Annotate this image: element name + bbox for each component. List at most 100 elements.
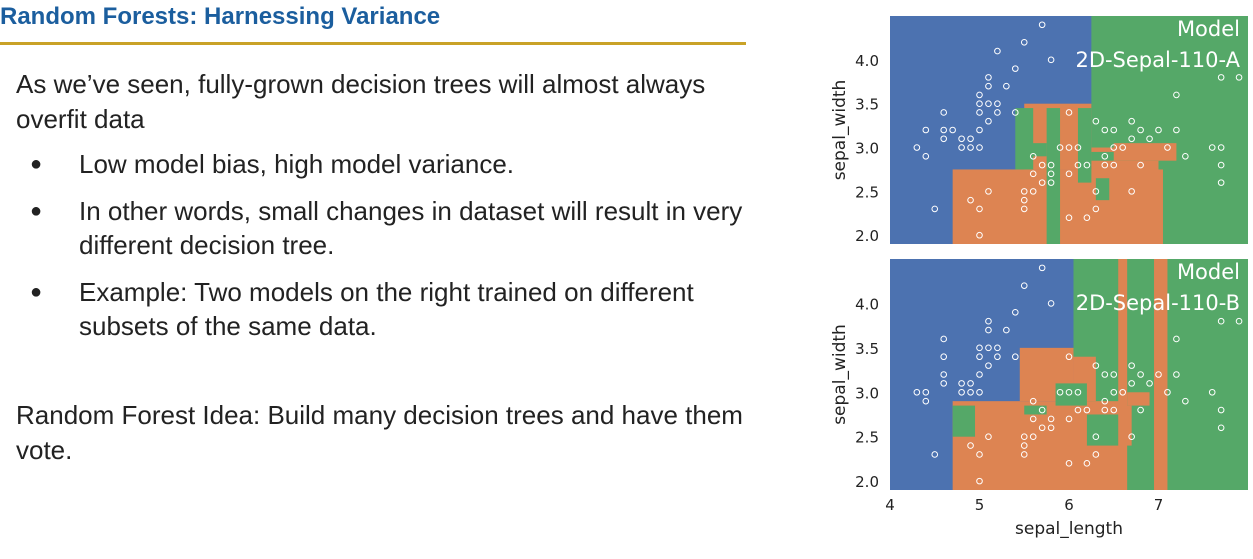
data-point [931, 451, 939, 458]
data-point [967, 135, 974, 143]
x-axis-label: sepal_length [1015, 519, 1123, 539]
bullet-text: In other words, small changes in dataset… [79, 196, 743, 260]
data-point [1038, 161, 1046, 169]
decision-region-orange [1118, 259, 1128, 490]
data-point [940, 335, 947, 343]
data-point [1047, 179, 1055, 186]
data-point [985, 100, 992, 107]
data-point [1173, 126, 1180, 134]
y-axis-label: sepal_width [830, 324, 850, 425]
data-point [1029, 397, 1037, 405]
data-point [1208, 388, 1216, 396]
data-point [1074, 388, 1082, 396]
y-tick-label: 4.0 [855, 295, 879, 313]
data-point [985, 82, 992, 90]
x-tick-label: 4 [885, 496, 895, 514]
data-point [1101, 406, 1109, 414]
data-point [1101, 153, 1109, 160]
data-point [1235, 317, 1243, 325]
chart-panel: Model 2D-Sepal-110-A 2.0 2.5 3.0 3.5 4.0 sepal_… [800, 0, 1253, 554]
decision-region-green [1077, 108, 1092, 183]
data-point [1173, 335, 1180, 343]
data-point [1065, 388, 1073, 396]
data-point [1020, 451, 1028, 458]
data-point [1029, 433, 1037, 440]
bullet-dot-icon: ● [30, 153, 43, 175]
data-point [1137, 406, 1144, 414]
data-point [1146, 380, 1153, 387]
bullet-text: Example: Two models on the right trained… [79, 277, 694, 341]
data-point [1092, 205, 1100, 213]
data-point [976, 388, 983, 396]
x-tick-label: 6 [1064, 496, 1074, 514]
y-tick-label: 2.0 [855, 473, 879, 491]
data-point [1020, 39, 1028, 46]
data-point [1074, 406, 1082, 414]
data-point [1065, 170, 1073, 178]
decision-region-green [1015, 108, 1034, 170]
bullet-dot-icon: ● [30, 200, 43, 222]
data-point [940, 380, 947, 387]
bullet-text: Low model bias, high model variance. [79, 149, 515, 179]
data-point [1003, 82, 1010, 90]
data-point [1029, 153, 1037, 160]
y-tick-label: 4.0 [855, 52, 879, 70]
data-point [958, 380, 965, 387]
decision-region-green [1024, 405, 1047, 415]
data-point [1092, 451, 1100, 458]
data-point [1092, 433, 1100, 440]
data-point [985, 317, 992, 325]
data-point [1012, 109, 1019, 116]
data-point [976, 451, 983, 458]
data-point [949, 126, 956, 134]
decision-region-orange [1154, 259, 1168, 490]
data-point [958, 388, 965, 396]
data-point [1128, 188, 1135, 195]
decision-region-orange [1113, 143, 1177, 161]
decision-region-orange [1122, 405, 1132, 446]
data-point [1164, 144, 1171, 151]
data-point [1155, 371, 1162, 378]
random-forest-idea: Random Forest Idea: Build many decision … [16, 400, 743, 465]
x-tick-label: 7 [1154, 496, 1164, 514]
y-tick-label: 2.5 [855, 183, 879, 201]
data-point [1029, 415, 1037, 423]
data-point [1074, 161, 1082, 169]
data-point [967, 380, 974, 387]
data-point [1137, 126, 1144, 134]
data-point [994, 109, 1001, 116]
y-tick-label: 2.5 [855, 429, 879, 447]
data-point [1065, 144, 1073, 151]
data-point [1173, 91, 1180, 99]
title-underline [0, 42, 746, 45]
data-point [1235, 74, 1243, 81]
data-point [931, 205, 939, 213]
data-point [985, 433, 992, 440]
data-point [976, 126, 983, 134]
data-point [1074, 144, 1082, 151]
data-point [1047, 424, 1055, 432]
data-point [1029, 188, 1037, 195]
data-point [1038, 179, 1046, 186]
y-tick-label: 2.0 [855, 227, 879, 245]
data-point [1128, 117, 1135, 125]
data-point [1056, 144, 1064, 151]
data-point [1020, 196, 1028, 204]
data-point [985, 344, 992, 352]
data-point [1217, 161, 1225, 169]
data-point [1208, 144, 1216, 151]
data-point [1110, 144, 1118, 151]
data-point [1038, 406, 1046, 414]
data-point [1128, 380, 1135, 387]
data-point [1047, 56, 1055, 64]
data-point [1119, 388, 1127, 396]
data-point [994, 344, 1001, 352]
data-point [1047, 415, 1055, 423]
data-point [913, 388, 921, 396]
data-point [976, 100, 983, 107]
data-point [976, 144, 983, 151]
data-point [1092, 117, 1100, 125]
slide-title: Random Forests: Harnessing Variance [0, 3, 441, 30]
data-point [1038, 424, 1046, 432]
data-point [1110, 126, 1118, 134]
